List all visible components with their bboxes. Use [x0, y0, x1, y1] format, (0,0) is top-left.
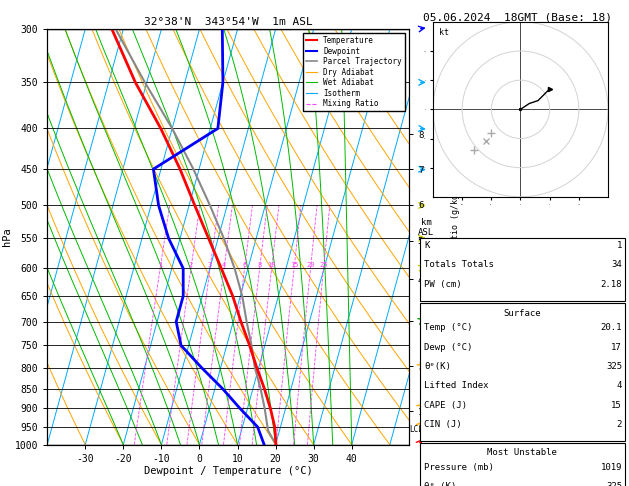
Text: LCL: LCL	[409, 425, 423, 434]
Text: Mixing Ratio (g/kg): Mixing Ratio (g/kg)	[452, 190, 460, 284]
Text: CIN (J): CIN (J)	[424, 420, 462, 429]
Text: 34: 34	[611, 260, 622, 269]
Text: kt: kt	[439, 28, 449, 37]
Text: 1: 1	[158, 262, 162, 268]
Text: Most Unstable: Most Unstable	[487, 449, 557, 457]
Legend: Temperature, Dewpoint, Parcel Trajectory, Dry Adiabat, Wet Adiabat, Isotherm, Mi: Temperature, Dewpoint, Parcel Trajectory…	[303, 33, 405, 111]
Text: PW (cm): PW (cm)	[424, 280, 462, 289]
Y-axis label: hPa: hPa	[2, 227, 12, 246]
Y-axis label: km
ASL: km ASL	[418, 218, 434, 237]
Text: Pressure (mb): Pressure (mb)	[424, 463, 494, 471]
Text: 20.1: 20.1	[601, 323, 622, 332]
Text: 8: 8	[257, 262, 262, 268]
Text: 3: 3	[208, 262, 212, 268]
Text: 25: 25	[320, 262, 328, 268]
Text: 325: 325	[606, 362, 622, 371]
Text: CAPE (J): CAPE (J)	[424, 401, 467, 410]
Text: 1019: 1019	[601, 463, 622, 471]
Text: 4: 4	[222, 262, 226, 268]
Text: 20: 20	[306, 262, 314, 268]
Text: 2: 2	[189, 262, 193, 268]
Text: 2.18: 2.18	[601, 280, 622, 289]
Title: 32°38'N  343°54'W  1m ASL: 32°38'N 343°54'W 1m ASL	[143, 17, 313, 27]
Text: 10: 10	[267, 262, 276, 268]
Text: 05.06.2024  18GMT (Base: 18): 05.06.2024 18GMT (Base: 18)	[423, 13, 611, 23]
Text: K: K	[424, 241, 430, 250]
Text: Temp (°C): Temp (°C)	[424, 323, 472, 332]
Text: 1: 1	[616, 241, 622, 250]
Text: 4: 4	[616, 382, 622, 390]
Text: Totals Totals: Totals Totals	[424, 260, 494, 269]
Text: Lifted Index: Lifted Index	[424, 382, 489, 390]
Text: 2: 2	[616, 420, 622, 429]
Text: 6: 6	[242, 262, 247, 268]
Text: θᵉ(K): θᵉ(K)	[424, 362, 451, 371]
Text: Dewp (°C): Dewp (°C)	[424, 343, 472, 351]
Text: 325: 325	[606, 482, 622, 486]
Text: 17: 17	[611, 343, 622, 351]
Text: Surface: Surface	[504, 309, 541, 318]
X-axis label: Dewpoint / Temperature (°C): Dewpoint / Temperature (°C)	[143, 467, 313, 476]
Text: 15: 15	[611, 401, 622, 410]
Text: θᵉ (K): θᵉ (K)	[424, 482, 456, 486]
Text: 15: 15	[290, 262, 298, 268]
